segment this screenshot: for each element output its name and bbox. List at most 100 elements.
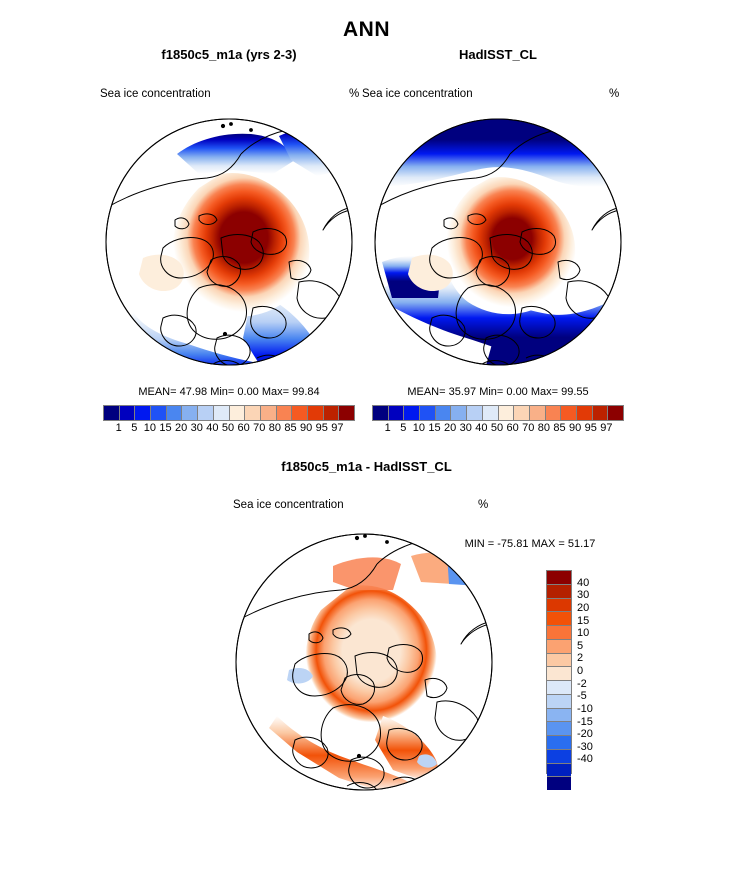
- colorbar-tick-label: 85: [553, 422, 566, 434]
- colorbar-cell-3: [547, 611, 571, 625]
- ice-field-central-arctic: [172, 172, 310, 317]
- colorbar-tick-label: 30: [190, 422, 203, 434]
- colorbar-cell-11: [547, 721, 571, 735]
- colorbar-cell-10: [547, 707, 571, 722]
- colorbar-cell-1: [547, 583, 571, 598]
- ice-field-north-sea: [482, 344, 621, 365]
- colorbar-tick-label: 97: [331, 422, 344, 434]
- colorbar-tick-label: 10: [577, 627, 590, 640]
- colorbar-obs[interactable]: [372, 405, 624, 421]
- colorbar-tick-label: 5: [400, 422, 407, 434]
- colorbar-tick-label: 90: [300, 422, 313, 434]
- colorbar-difference[interactable]: [546, 570, 572, 790]
- colorbar-ticks-model: 1 5 10 15 20 30 40 50 60 70 80 85 90 95 97: [103, 422, 353, 436]
- colorbar-tick-label: 0: [577, 665, 584, 677]
- colorbar-tick-label: 40: [577, 576, 590, 589]
- panel-title-difference: f1850c5_m1a - HadISST_CL: [281, 459, 452, 474]
- diff-field-labrador-band: [269, 716, 409, 790]
- stats-obs: MEAN= 35.97 Min= 0.00 Max= 99.55: [407, 386, 589, 398]
- colorbar-cell-0: [104, 406, 119, 420]
- diff-field-central: [305, 585, 437, 728]
- diff-field-bering: [333, 557, 401, 590]
- polar-map-model: [103, 112, 355, 372]
- panel-units-obs: %: [609, 88, 620, 100]
- figure-title: ANN: [343, 18, 390, 41]
- colorbar-cell-14: [547, 762, 571, 777]
- colorbar-tick-label: 50: [490, 422, 504, 434]
- polar-map-difference: [233, 520, 495, 805]
- colorbar-cell-9: [513, 406, 529, 420]
- colorbar-tick-label: 30: [459, 422, 472, 434]
- diff-field-negative-south: [417, 754, 437, 768]
- colorbar-cell-6: [466, 406, 482, 420]
- colorbar-cell-2: [134, 406, 151, 420]
- colorbar-tick-label: 90: [569, 422, 582, 434]
- colorbar-tick-label: -20: [577, 728, 593, 741]
- colorbar-cell-5: [450, 406, 467, 420]
- panel-variable-label-difference: Sea ice concentration: [233, 499, 344, 511]
- colorbar-ticks-obs: 1 5 10 15 20 30 40 50 60 70 80 85 90 95 97: [372, 422, 622, 436]
- colorbar-tick-label: 10: [412, 422, 425, 434]
- ice-field-bering: [177, 133, 295, 174]
- colorbar-cell-15: [547, 776, 571, 790]
- colorbar-cell-6: [197, 406, 213, 420]
- colorbar-cell-10: [528, 406, 545, 420]
- colorbar-cell-11: [544, 406, 561, 420]
- colorbar-tick-label: 70: [253, 422, 266, 434]
- colorbar-tick-label: 40: [206, 422, 219, 434]
- colorbar-tick-label: 15: [577, 614, 590, 627]
- colorbar-cell-9: [547, 693, 571, 708]
- colorbar-tick-label: 20: [175, 422, 188, 434]
- polar-map-difference-svg: [235, 533, 493, 791]
- colorbar-tick-label: 30: [577, 589, 590, 602]
- colorbar-cell-12: [560, 406, 576, 420]
- colorbar-cell-11: [275, 406, 292, 420]
- colorbar-cell-1: [387, 406, 404, 420]
- polar-map-obs-svg: [374, 118, 622, 366]
- colorbar-cell-10: [259, 406, 276, 420]
- colorbar-tick-label: 60: [506, 422, 519, 434]
- panel-variable-label-obs: Sea ice concentration: [362, 88, 473, 100]
- panel-title-obs: HadISST_CL: [458, 47, 537, 62]
- colorbar-cell-15: [338, 406, 354, 420]
- colorbar-cell-5: [181, 406, 198, 420]
- colorbar-cell-5: [547, 638, 571, 653]
- colorbar-cell-13: [306, 406, 323, 420]
- colorbar-tick-label: -5: [577, 690, 587, 703]
- panel-variable-label-model: Sea ice concentration: [100, 88, 211, 100]
- stats-difference: MIN = -75.81 MAX = 51.17: [464, 538, 596, 550]
- colorbar-tick-label: 80: [537, 422, 550, 434]
- panel-units-difference: %: [478, 499, 489, 511]
- ice-field-atlantic: [125, 312, 263, 365]
- colorbar-cell-0: [547, 571, 571, 584]
- colorbar-tick-label: 50: [221, 422, 235, 434]
- colorbar-tick-label: 20: [577, 601, 590, 614]
- colorbar-model[interactable]: [103, 405, 355, 421]
- colorbar-cell-4: [165, 406, 182, 420]
- colorbar-cell-3: [150, 406, 166, 420]
- colorbar-tick-label: 60: [237, 422, 250, 434]
- colorbar-cell-15: [607, 406, 623, 420]
- colorbar-tick-label: 2: [577, 652, 584, 665]
- colorbar-cell-1: [118, 406, 135, 420]
- colorbar-tick-label: 15: [159, 422, 172, 434]
- colorbar-tick-label: -2: [577, 677, 587, 690]
- colorbar-cell-13: [575, 406, 592, 420]
- colorbar-tick-label: -40: [577, 753, 593, 766]
- colorbar-tick-label: 20: [444, 422, 457, 434]
- colorbar-tick-label: 80: [268, 422, 281, 434]
- colorbar-tick-label: 1: [384, 422, 391, 434]
- colorbar-tick-label: 40: [475, 422, 488, 434]
- colorbar-cell-4: [547, 625, 571, 639]
- panel-title-model: f1850c5_m1a (yrs 2-3): [161, 47, 297, 62]
- colorbar-tick-label: -30: [577, 740, 593, 753]
- colorbar-tick-label: 15: [428, 422, 441, 434]
- ice-field-hudson: [139, 254, 184, 292]
- polar-map-model-svg: [105, 118, 353, 366]
- panel-units-model: %: [349, 88, 360, 100]
- colorbar-cell-12: [291, 406, 307, 420]
- colorbar-cell-6: [547, 652, 571, 667]
- colorbar-tick-label: 97: [600, 422, 613, 434]
- colorbar-cell-8: [547, 680, 571, 694]
- colorbar-cell-9: [244, 406, 260, 420]
